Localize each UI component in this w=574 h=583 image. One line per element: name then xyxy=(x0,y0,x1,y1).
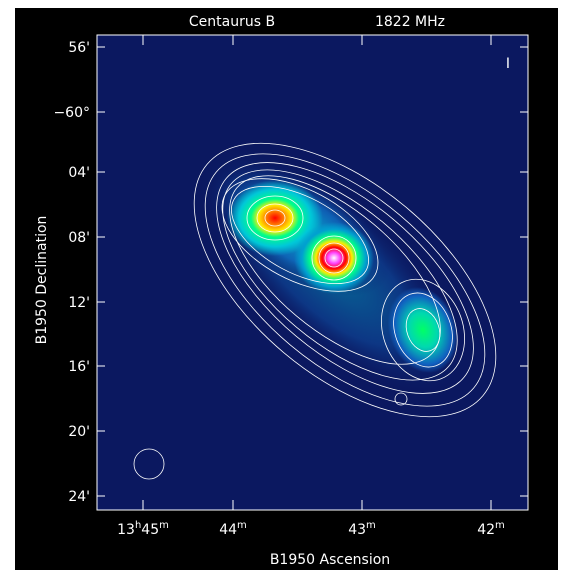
y-tick-label: −60° xyxy=(53,105,90,121)
tick-number: 43 xyxy=(348,522,366,538)
y-tick-label: 12' xyxy=(68,295,90,311)
y-tick-label: 16' xyxy=(68,359,90,375)
y-tick-label: 56' xyxy=(68,40,90,56)
stokes-label: I xyxy=(506,56,510,72)
y-tick-label: 20' xyxy=(68,424,90,440)
y-axis-label: B1950 Declination xyxy=(34,216,50,345)
tick-unit: m xyxy=(495,520,505,531)
figure: Centaurus B 1822 MHz I B1950 Declination… xyxy=(0,0,574,578)
tick-unit: m xyxy=(237,520,247,531)
y-tick-label: 04' xyxy=(68,165,90,181)
tick-number: 42 xyxy=(477,522,495,538)
tick-unit: m xyxy=(366,520,376,531)
tick-number: 44 xyxy=(219,522,237,538)
title-source: Centaurus B xyxy=(189,14,275,30)
y-tick-label: 08' xyxy=(68,230,90,246)
y-tick-label: 24' xyxy=(68,489,90,505)
tick-unit: m xyxy=(159,520,169,531)
tick-number: 13 xyxy=(117,522,135,538)
tick-number: 45 xyxy=(141,522,159,538)
title-frequency: 1822 MHz xyxy=(375,14,445,30)
x-axis-label: B1950 Ascension xyxy=(270,552,390,568)
